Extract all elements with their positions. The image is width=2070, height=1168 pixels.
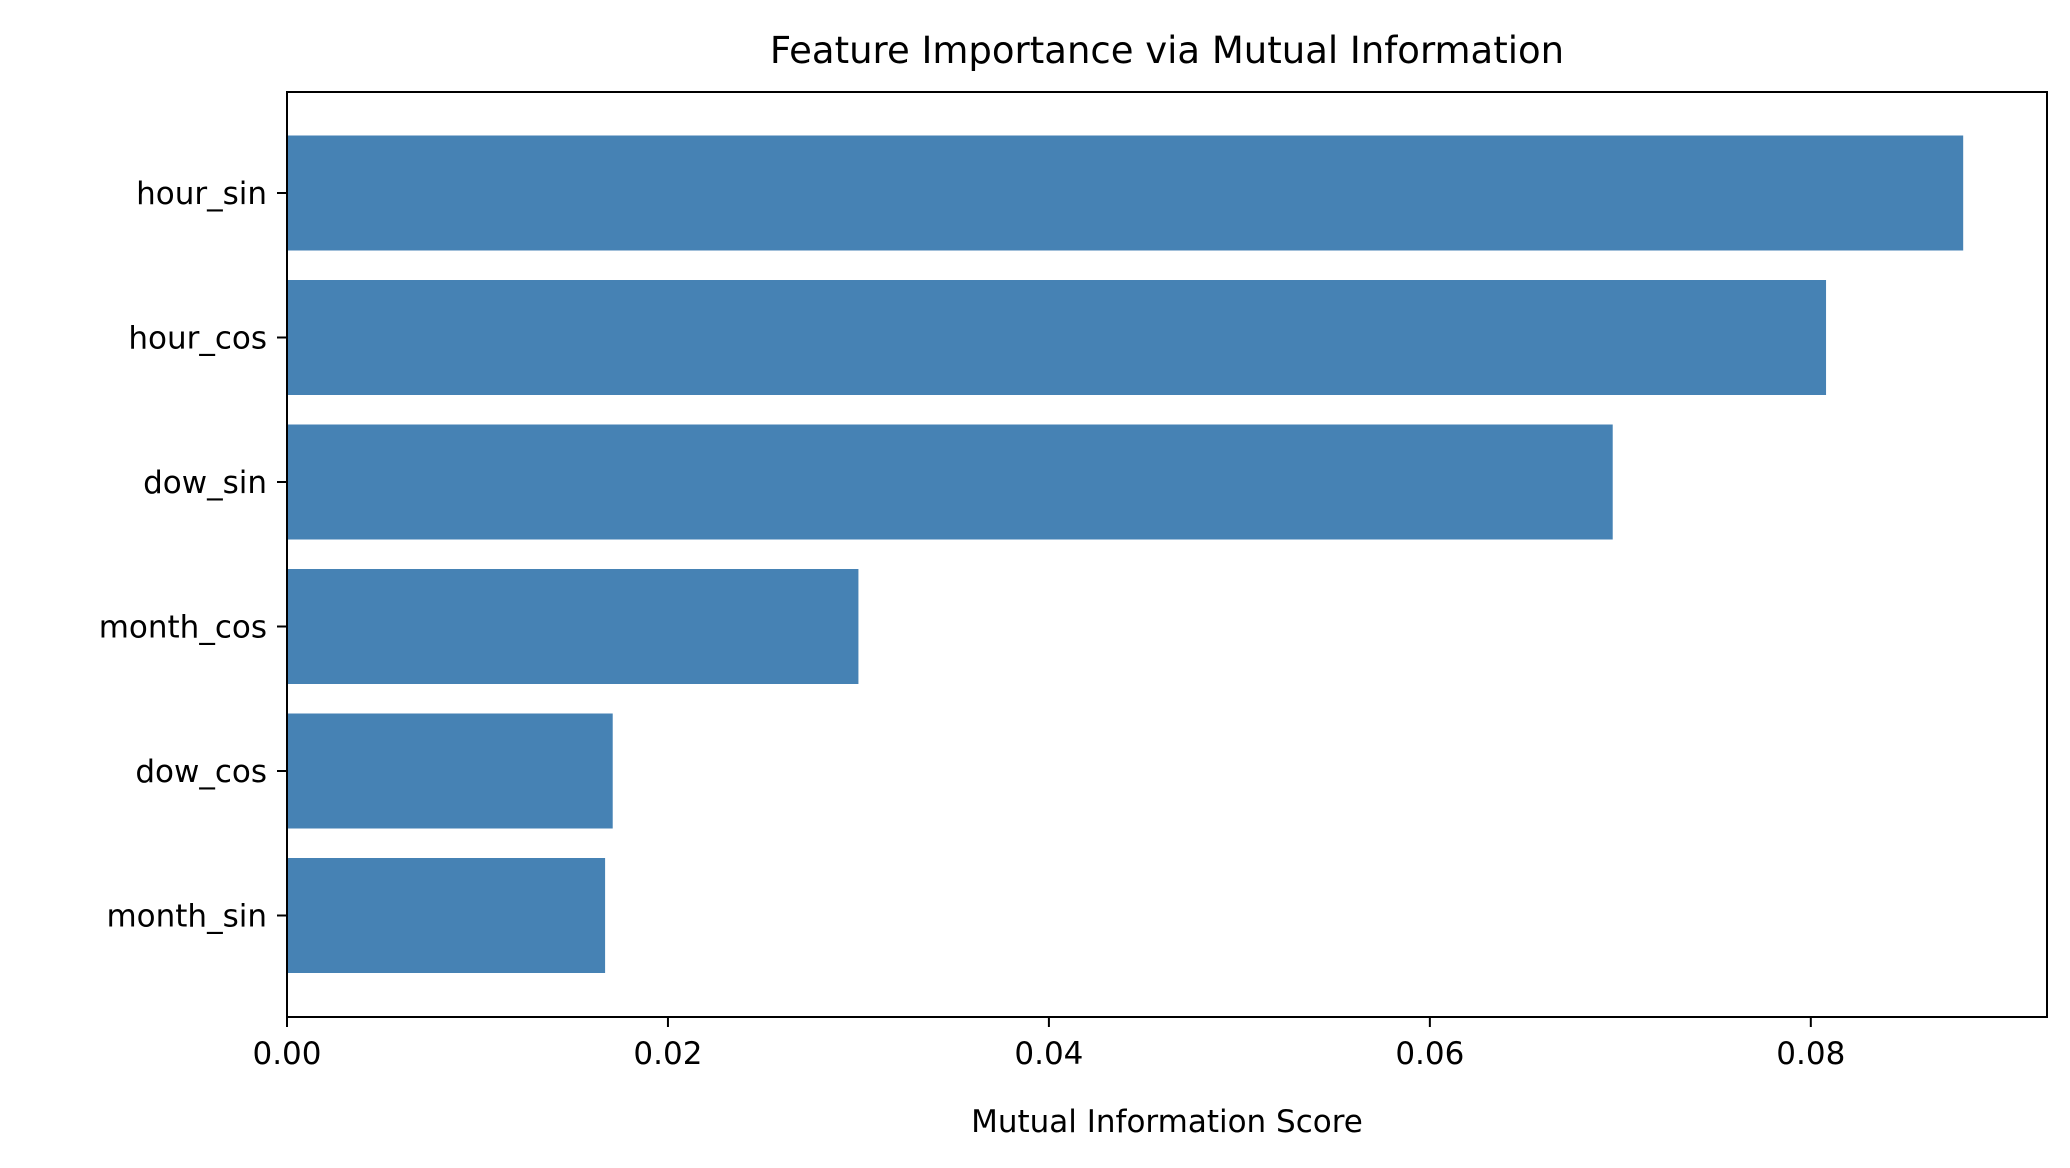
plot-frame: [286, 91, 2048, 1018]
y-tick-label: hour_sin: [136, 176, 267, 212]
y-tick-label: dow_sin: [143, 465, 267, 501]
chart-title: Feature Importance via Mutual Informatio…: [770, 29, 1564, 72]
bar-dow-cos: [287, 713, 613, 829]
y-axis-ticks: hour_sin hour_cos dow_sin month_cos dow_cosm…: [99, 176, 287, 935]
y-tick-label: month_sin: [106, 899, 267, 935]
x-tick-label: 0.08: [1776, 1036, 1845, 1072]
x-tick-label: 0.02: [633, 1036, 702, 1072]
bar-month-cos: [287, 569, 859, 684]
bar-hour-sin: [287, 135, 1964, 251]
x-tick-label: 0.00: [252, 1036, 321, 1072]
y-tick-label: month_cos: [99, 610, 267, 646]
x-axis-ticks: 0.00 0.02 0.04 0.06 0.08: [252, 1017, 1845, 1072]
bar-dow-sin: [287, 424, 1613, 540]
bar-month-sin: [287, 858, 606, 973]
x-tick-label: 0.06: [1395, 1036, 1464, 1072]
y-tick-label: hour_cos: [128, 321, 267, 357]
x-axis-label: Mutual Information Score: [971, 1104, 1363, 1140]
x-tick-label: 0.04: [1014, 1036, 1083, 1072]
bars-layer: [287, 135, 1964, 973]
y-tick-label: dow_cos: [135, 754, 267, 790]
bar-hour-cos: [287, 280, 1827, 395]
